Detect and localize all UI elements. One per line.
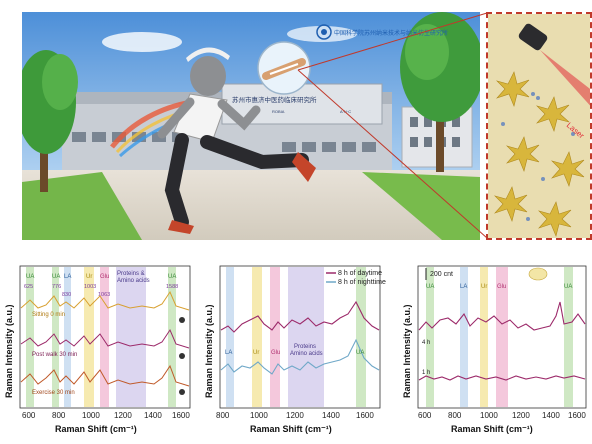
raman-panel-exercise: UA UA LA Ur Glu Proteins & Amino acids U… bbox=[0, 258, 198, 439]
x-tick: 1200 bbox=[286, 411, 304, 420]
peak-label: 1063 bbox=[98, 292, 110, 298]
panel1-x-ticks: 600 800 1000 1200 1400 1600 bbox=[22, 411, 190, 420]
legend-item: 8 h of daytime bbox=[338, 270, 382, 277]
lawn-left bbox=[22, 172, 142, 240]
band-label: UA bbox=[426, 284, 434, 290]
band-label: UA bbox=[168, 274, 176, 280]
sweat-drop-icon bbox=[528, 267, 548, 281]
panel3-trace-labels: 4 h 1 h bbox=[422, 340, 430, 376]
peak-label: 1588 bbox=[166, 284, 178, 290]
band-label: Glu bbox=[271, 350, 280, 356]
building-sign: 苏州市惠济中医药临床研究所 bbox=[232, 95, 317, 104]
x-tick: 1000 bbox=[480, 411, 498, 420]
band-label: Proteins & bbox=[117, 271, 145, 277]
zoom-svg: Laser bbox=[488, 14, 590, 238]
band-label: Ur bbox=[481, 284, 487, 290]
runner-figure bbox=[157, 47, 316, 234]
band-label: Glu bbox=[100, 274, 109, 280]
panel2-traces bbox=[220, 300, 380, 375]
logo-text: 中国科学院苏州纳米技术与纳米仿生研究所 bbox=[334, 29, 448, 37]
panel1-peak-labels: 625 776 830 1003 1063 1588 bbox=[24, 284, 178, 298]
raman-panel-time: 200 cnt UA LA Ur Glu UA 4 h 1 h 600 800 … bbox=[396, 258, 592, 439]
trace-label: Sitting 0 min bbox=[32, 312, 65, 318]
institute-logo bbox=[316, 24, 332, 40]
band-label: UA bbox=[564, 284, 572, 290]
panel2-bands bbox=[226, 267, 366, 407]
peak-label: 1003 bbox=[84, 284, 96, 290]
raman-panel-day-night: 8 h of daytime 8 h of nighttime LA Ur Gl… bbox=[198, 258, 394, 439]
band-label: UA bbox=[26, 274, 34, 280]
band-label: LA bbox=[225, 350, 232, 356]
trace-label: Exercise 30 min bbox=[32, 390, 75, 396]
x-axis-title: Raman Shift (cm⁻¹) bbox=[451, 424, 533, 434]
x-tick: 800 bbox=[52, 411, 66, 420]
x-tick: 600 bbox=[418, 411, 432, 420]
band-label: Ur bbox=[253, 350, 259, 356]
runner-scene-illustration: 苏州市惠济中医药临床研究所 ROBIA A·N·C bbox=[22, 12, 480, 240]
panel2-svg: 8 h of daytime 8 h of nighttime LA Ur Gl… bbox=[204, 265, 386, 434]
x-tick: 800 bbox=[216, 411, 230, 420]
tree-right bbox=[400, 12, 480, 172]
trace-label: 4 h bbox=[422, 340, 430, 346]
x-axis-title: Raman Shift (cm⁻¹) bbox=[55, 424, 137, 434]
x-tick: 600 bbox=[22, 411, 36, 420]
laser-beam bbox=[540, 50, 590, 106]
x-tick: 1400 bbox=[542, 411, 560, 420]
y-axis-title: Raman Intensity (a.u.) bbox=[4, 304, 14, 398]
band-label: LA bbox=[460, 284, 467, 290]
zoom-connectors bbox=[297, 12, 488, 239]
x-tick: 1600 bbox=[568, 411, 586, 420]
x-tick: 1600 bbox=[172, 411, 190, 420]
sensor-zoom-bubble bbox=[257, 41, 311, 95]
panel3-x-ticks: 600 800 1000 1200 1400 1600 bbox=[418, 411, 586, 420]
x-axis-title: Raman Shift (cm⁻¹) bbox=[250, 424, 332, 434]
x-tick: 800 bbox=[448, 411, 462, 420]
y-axis-title: Raman Intensity (a.u.) bbox=[204, 304, 214, 398]
panel3-band-labels: UA LA Ur Glu UA bbox=[426, 284, 572, 290]
gold-nanostars bbox=[493, 71, 585, 237]
legend-item: 8 h of nighttime bbox=[338, 279, 386, 286]
panel1-svg: UA UA LA Ur Glu Proteins & Amino acids U… bbox=[4, 265, 191, 434]
building-sub-1: ROBIA bbox=[272, 109, 285, 114]
peak-label: 625 bbox=[24, 284, 33, 290]
band-label: Glu bbox=[497, 284, 506, 290]
x-tick: 1000 bbox=[82, 411, 100, 420]
band-label: Proteins bbox=[294, 344, 316, 350]
laser-source-icon bbox=[518, 23, 548, 51]
trace-label: Post walk 30 min bbox=[32, 352, 77, 358]
x-tick: 1200 bbox=[512, 411, 530, 420]
x-tick: 1200 bbox=[114, 411, 132, 420]
band-label: Amino acids bbox=[117, 278, 150, 284]
lawn-right bbox=[362, 172, 480, 240]
panel1-band-labels: UA UA LA Ur Glu Proteins & Amino acids U… bbox=[26, 271, 176, 284]
x-tick: 1400 bbox=[144, 411, 162, 420]
panel1-traces bbox=[20, 290, 190, 387]
panel2-legend: 8 h of daytime 8 h of nighttime bbox=[326, 270, 386, 286]
band-label: UA bbox=[356, 350, 364, 356]
x-tick: 1600 bbox=[356, 411, 374, 420]
band-label: Ur bbox=[86, 274, 92, 280]
building-sub-2: A·N·C bbox=[340, 109, 351, 114]
peak-label: 776 bbox=[52, 284, 61, 290]
panel3-bands bbox=[426, 267, 573, 407]
panel3-traces bbox=[418, 301, 586, 381]
tree-left bbox=[22, 50, 78, 192]
scale-bar-label: 200 cnt bbox=[430, 271, 453, 278]
band-label: LA bbox=[64, 274, 71, 280]
y-axis-title: Raman Intensity (a.u.) bbox=[402, 304, 412, 398]
panel2-band-labels: LA Ur Glu Proteins Amino acids UA bbox=[225, 344, 364, 357]
nanostructure-zoom-panel: Laser bbox=[486, 12, 592, 240]
x-tick: 1000 bbox=[250, 411, 268, 420]
trace-label: 1 h bbox=[422, 370, 430, 376]
x-tick: 1400 bbox=[322, 411, 340, 420]
band-label: Amino acids bbox=[290, 351, 323, 357]
scene-svg: 苏州市惠济中医药临床研究所 ROBIA A·N·C bbox=[22, 12, 480, 240]
panel1-person-icons bbox=[179, 317, 185, 395]
panel3-svg: 200 cnt UA LA Ur Glu UA 4 h 1 h 600 800 … bbox=[402, 265, 587, 434]
panel2-x-ticks: 800 1000 1200 1400 1600 bbox=[216, 411, 374, 420]
panel1-trace-labels: Sitting 0 min Post walk 30 min Exercise … bbox=[32, 312, 77, 396]
scale-bar: 200 cnt bbox=[425, 268, 453, 280]
peak-label: 830 bbox=[62, 292, 71, 298]
band-label: UA bbox=[52, 274, 60, 280]
